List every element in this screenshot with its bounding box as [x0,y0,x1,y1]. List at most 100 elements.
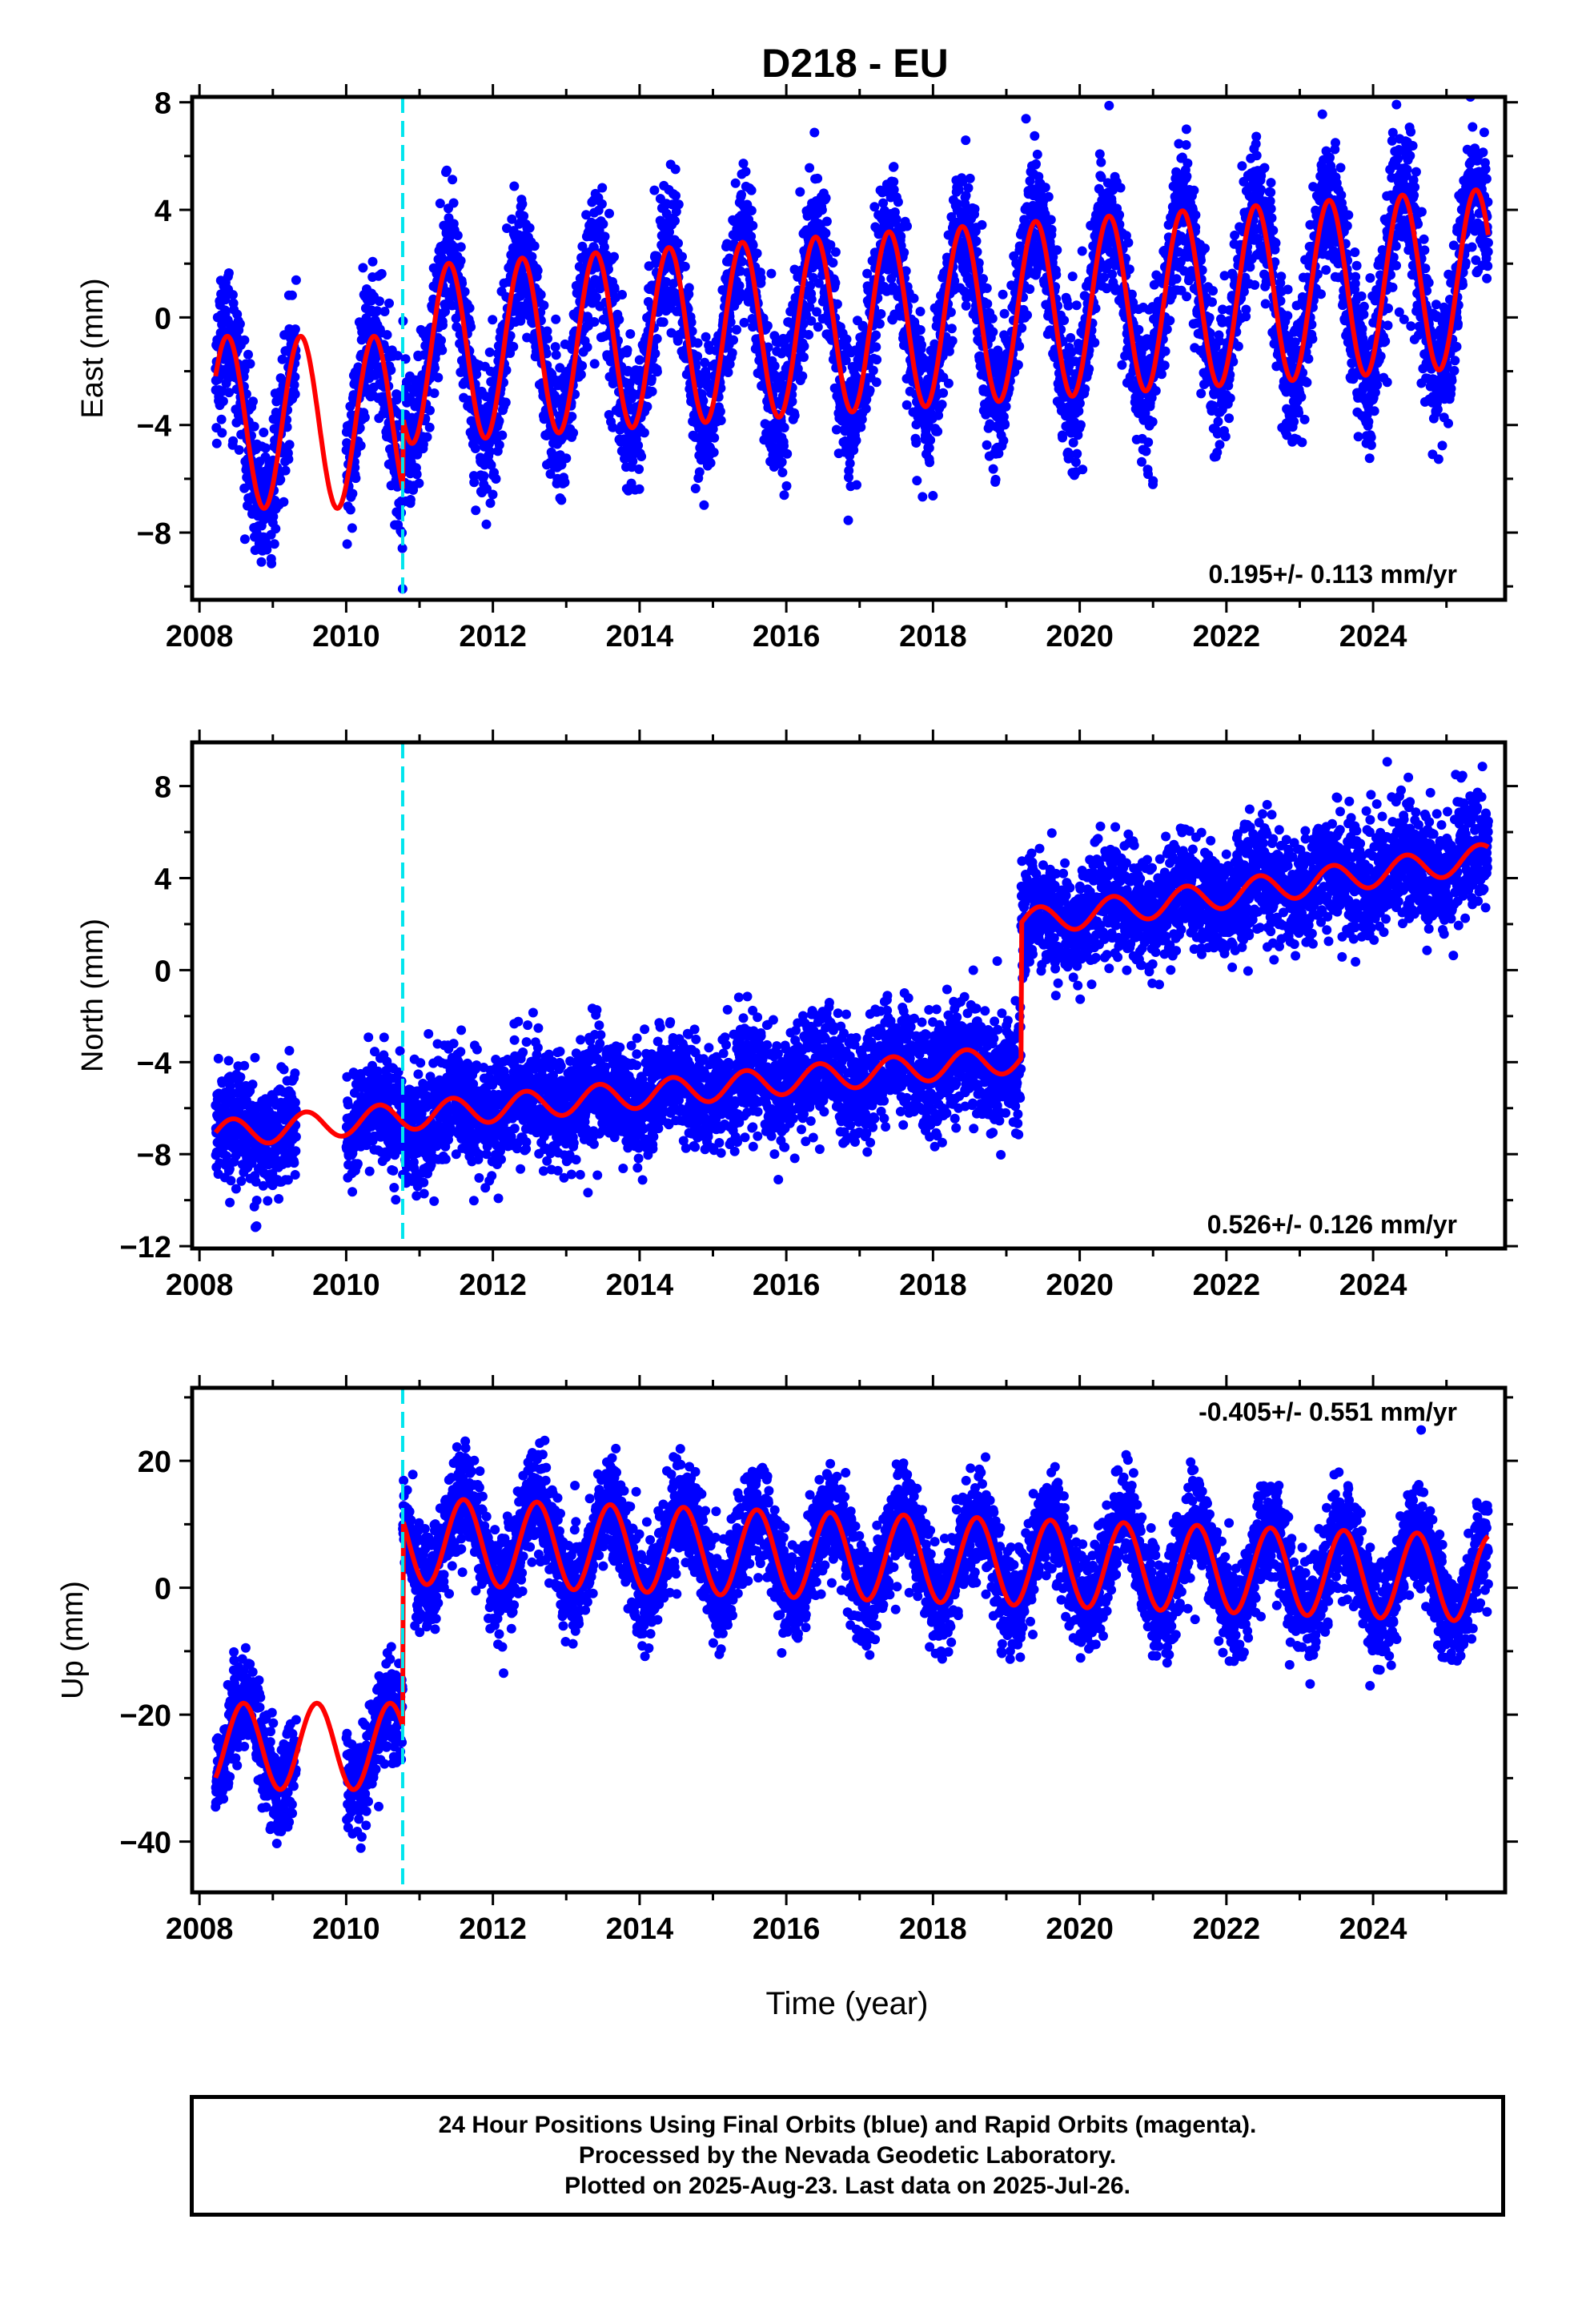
data-point [1191,210,1201,220]
data-point [568,428,579,438]
data-point [1124,264,1134,275]
data-point [1090,337,1100,348]
data-point [917,340,926,350]
data-point [227,290,238,300]
data-point [567,412,577,422]
data-point [414,478,424,489]
data-point [937,400,947,410]
data-point [1043,191,1054,202]
data-point [350,462,360,472]
data-point [625,329,636,339]
data-point [539,300,549,311]
data-point [741,167,751,177]
data-point [709,447,719,457]
data-point [1059,316,1070,325]
data-point [947,336,958,346]
data-point [797,371,808,381]
data-point [1072,448,1082,459]
data-point [928,491,938,501]
data-point [287,290,297,300]
data-point [732,324,741,335]
data-point [746,206,757,215]
data-point [379,307,390,316]
data-point [1260,299,1271,309]
data-point [1096,157,1106,167]
data-point [1071,300,1082,311]
data-point [727,348,737,358]
data-point [1001,401,1011,412]
data-point [262,545,272,555]
data-point [1134,324,1144,335]
data-point [460,287,470,297]
data-point [1074,398,1085,408]
data-point [589,359,600,369]
data-point [1251,131,1262,142]
data-point [456,242,466,252]
data-point [1165,316,1175,326]
data-point [445,231,456,242]
data-point [342,539,352,549]
data-point [347,489,358,499]
data-point [248,396,258,407]
data-point [1058,432,1068,443]
data-point [1115,183,1126,193]
data-point [893,197,903,207]
data-point [988,327,998,337]
data-point [235,319,245,329]
data-point [1066,332,1076,343]
data-point [634,484,644,494]
data-point [456,255,466,266]
data-point [384,298,394,308]
data-point [448,175,458,185]
data-point [990,474,1001,485]
data-point [283,454,294,464]
data-point [889,162,899,172]
data-point [617,290,627,300]
data-point [1000,420,1010,430]
data-point [211,438,222,448]
data-point [999,308,1010,319]
data-point [614,315,624,324]
data-point [789,410,800,420]
data-point [494,416,504,426]
data-point [965,173,975,183]
data-point [1080,384,1090,394]
data-point [418,439,428,449]
data-point [412,469,422,480]
data-point [239,534,250,545]
data-point [543,333,552,344]
data-point [872,355,882,365]
data-point [425,405,435,416]
data-point [442,165,452,175]
data-point [911,438,921,448]
data-point [871,342,881,352]
data-point [748,220,758,231]
data-point [673,199,684,210]
data-point [843,515,853,525]
data-point [896,231,906,242]
data-point [658,317,669,328]
data-point [375,296,384,307]
data-point [582,342,592,352]
data-point [551,314,561,324]
data-point [752,248,762,259]
data-point [649,185,660,195]
data-point [865,385,875,396]
data-point [282,422,292,432]
data-point [926,435,936,445]
data-point [216,414,227,424]
data-point [737,190,746,200]
data-point [1104,100,1114,111]
data-point [852,480,861,490]
data-point [902,221,912,231]
data-point [1013,360,1023,370]
data-point [519,211,529,221]
data-point [730,178,741,188]
data-point [479,471,489,481]
data-point [899,247,909,258]
data-point [268,512,279,522]
data-point [435,199,445,208]
data-point [577,360,588,371]
data-point [1237,161,1247,171]
data-point [527,251,537,262]
